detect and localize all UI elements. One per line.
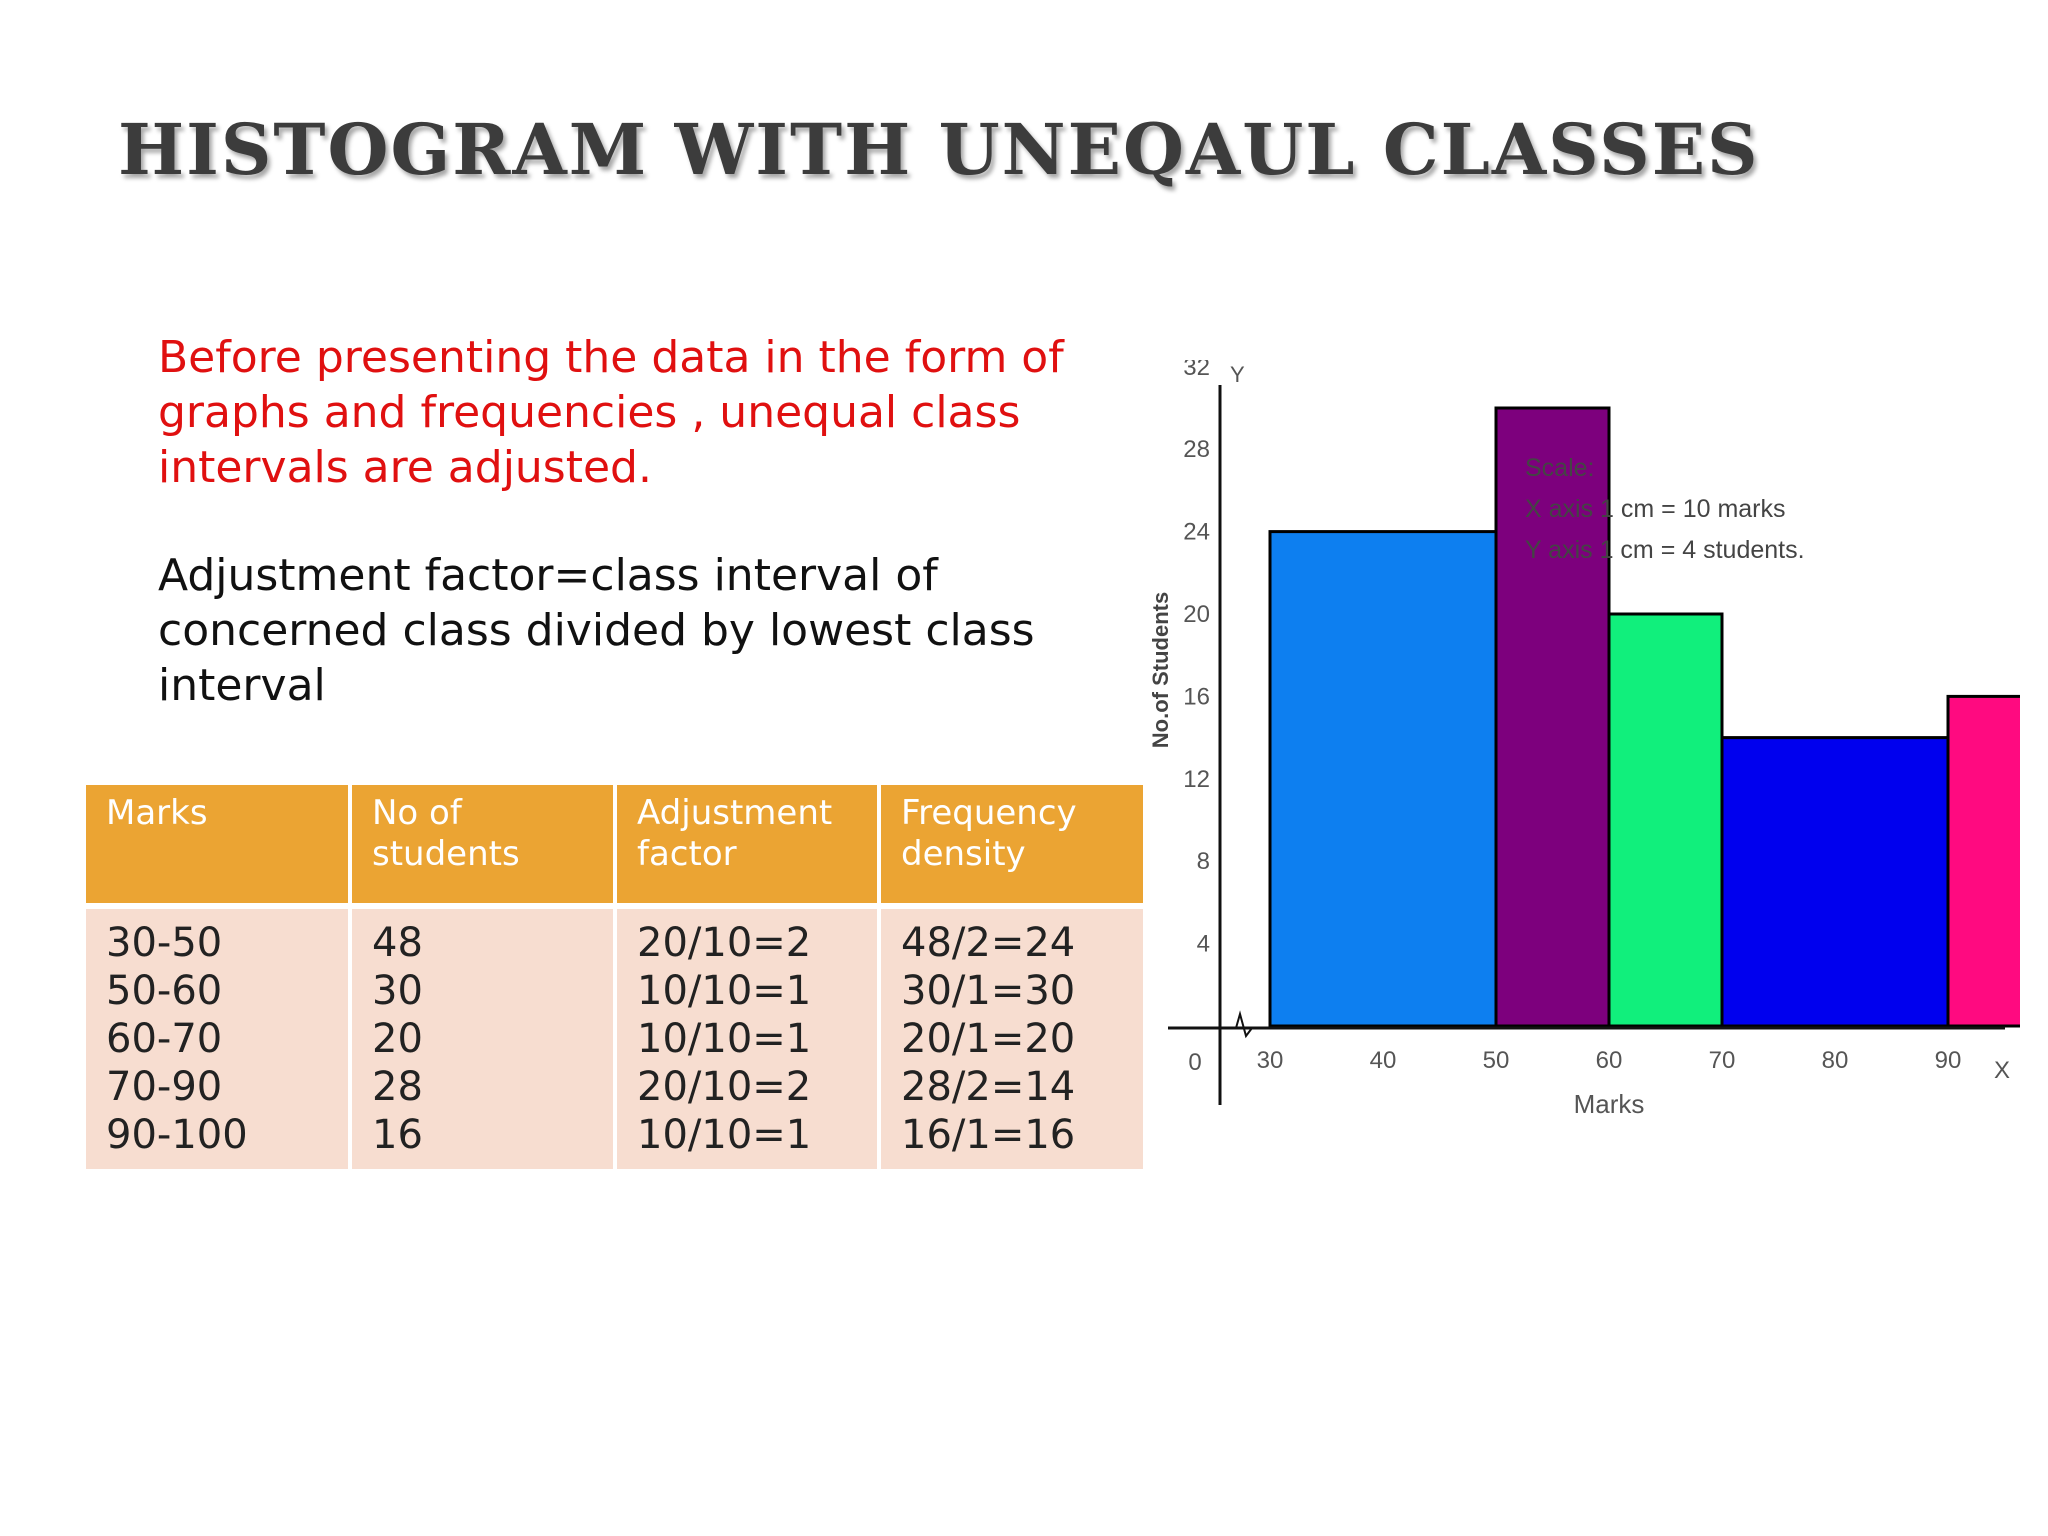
x-tick-label: 60 [1596, 1047, 1623, 1074]
cell-marks: 50-60 [86, 967, 352, 1015]
histogram-bar [1607, 612, 1724, 1028]
cell-adjustment: 20/10=2 [615, 906, 881, 967]
y-tick-label: 12 [1183, 766, 1210, 793]
histogram-bar [1720, 736, 1950, 1028]
x-axis-label: Marks [1574, 1089, 1645, 1119]
x-tick-label: 40 [1370, 1047, 1397, 1074]
y-tick-label: 4 [1197, 931, 1210, 958]
x-tick-label: 90 [1935, 1047, 1962, 1074]
histogram-bar [1494, 406, 1611, 1028]
y-axis-letter: Y [1230, 362, 1245, 387]
header-no-of-students: No of students [350, 785, 617, 909]
cell-density: 16/1=16 [879, 1111, 1143, 1169]
y-tick-label: 24 [1183, 519, 1210, 546]
cell-adjustment: 10/10=1 [615, 1015, 881, 1063]
y-tick-label: 8 [1197, 848, 1210, 875]
header-adjustment-factor: Adjustment factor [615, 785, 881, 909]
cell-students: 48 [350, 906, 617, 967]
table-row: 60-70 20 10/10=1 20/1=20 [86, 1015, 1143, 1063]
y-tick-label: 28 [1183, 436, 1210, 463]
header-frequency-density: Frequency density [879, 785, 1143, 909]
frequency-table: Marks No of students Adjustment factor F… [86, 785, 1143, 1169]
cell-adjustment: 20/10=2 [615, 1063, 881, 1111]
scale-note-line: Y axis 1 cm = 4 students. [1525, 536, 1805, 564]
scale-note-line: Scale: [1525, 454, 1594, 482]
cell-students: 16 [350, 1111, 617, 1169]
origin-label: 0 [1188, 1049, 1201, 1076]
cell-marks: 30-50 [86, 906, 352, 967]
table-header-row: Marks No of students Adjustment factor F… [86, 785, 1143, 909]
header-marks: Marks [86, 785, 352, 909]
table-row: 30-50 48 20/10=2 48/2=24 [86, 906, 1143, 967]
histogram-bar [1946, 694, 2020, 1028]
cell-density: 20/1=20 [879, 1015, 1143, 1063]
table-row: 90-100 16 10/10=1 16/1=16 [86, 1111, 1143, 1169]
intro-text-red: Before presenting the data in the form o… [158, 332, 1064, 493]
x-axis-letter: X [1994, 1057, 2010, 1084]
x-tick-label: 30 [1257, 1047, 1284, 1074]
y-axis-label: No.of Students [1148, 592, 1173, 748]
cell-density: 30/1=30 [879, 967, 1143, 1015]
cell-density: 48/2=24 [879, 906, 1143, 967]
cell-students: 28 [350, 1063, 617, 1111]
cell-adjustment: 10/10=1 [615, 967, 881, 1015]
cell-marks: 90-100 [86, 1111, 352, 1169]
cell-students: 20 [350, 1015, 617, 1063]
histogram-bar [1268, 530, 1498, 1028]
scale-note-line: X axis 1 cm = 10 marks [1525, 495, 1786, 523]
adjustment-factor-definition: Adjustment factor=class interval of conc… [158, 550, 1035, 711]
cell-density: 28/2=14 [879, 1063, 1143, 1111]
cell-marks: 70-90 [86, 1063, 352, 1111]
y-tick-label: 32 [1183, 360, 1210, 381]
y-tick-label: 16 [1183, 683, 1210, 710]
x-tick-label: 70 [1709, 1047, 1736, 1074]
cell-adjustment: 10/10=1 [615, 1111, 881, 1169]
cell-marks: 60-70 [86, 1015, 352, 1063]
histogram-chart: 48121620242832304050607080901000YXMarksN… [1148, 360, 2020, 1119]
table-row: 70-90 28 20/10=2 28/2=14 [86, 1063, 1143, 1111]
cell-students: 30 [350, 967, 617, 1015]
x-tick-label: 50 [1483, 1047, 1510, 1074]
x-tick-label: 80 [1822, 1047, 1849, 1074]
table-row: 50-60 30 10/10=1 30/1=30 [86, 967, 1143, 1015]
y-tick-label: 20 [1183, 601, 1210, 628]
slide-title: HISTOGRAM WITH UNEQAUL CLASSES [118, 108, 1760, 191]
axis-break-mark [1220, 1010, 1270, 1039]
